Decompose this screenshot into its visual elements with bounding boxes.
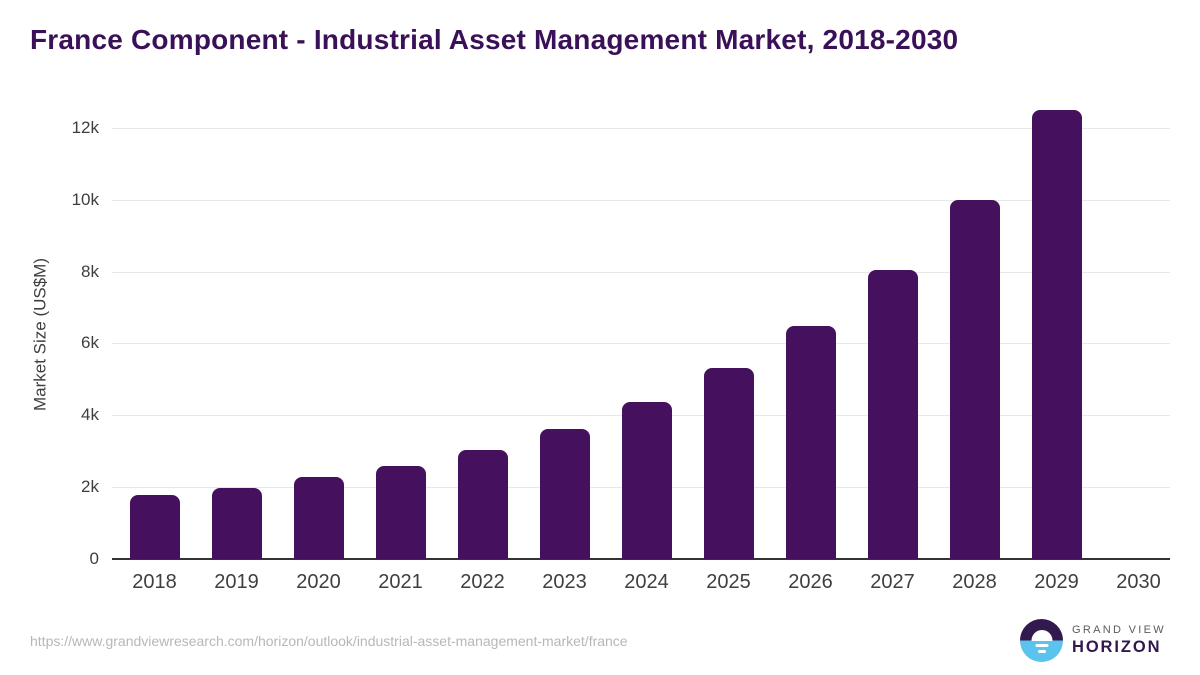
logo-text: GRAND VIEW HORIZON [1072,624,1166,657]
plot-area: 0 2k 4k 6k 8k 10k 12k 2018 2019 2020 2021 2022 2023 2… [72,110,1170,593]
logo-text-horizon: HORIZON [1072,638,1162,656]
x-tick-label: 2023 [542,571,587,593]
horizon-logo-icon [1020,619,1063,662]
bar-2028[interactable] [949,199,1000,559]
x-tick-label: 2028 [952,571,997,593]
x-tick-label: 2025 [706,571,751,593]
bar-2020[interactable] [293,477,344,559]
x-tick-label: 2029 [1034,571,1079,593]
x-tick-label: 2024 [624,571,669,593]
y-tick-label: 8k [81,261,99,281]
grandview-horizon-logo: GRAND VIEW HORIZON [1020,619,1166,662]
x-tick-label: 2020 [296,571,341,593]
gridline [112,127,1170,129]
bar-2019[interactable] [211,488,262,559]
logo-wave-line [1037,649,1046,653]
x-tick-label: 2018 [132,571,177,593]
bar-2027[interactable] [867,269,918,559]
bar-2024[interactable] [621,402,672,559]
logo-text-grand-view: GRAND VIEW [1072,624,1166,636]
bar-2025[interactable] [703,368,754,559]
bar-2018[interactable] [129,495,180,559]
source-url: https://www.grandviewresearch.com/horizo… [30,633,628,649]
chart-title: France Component - Industrial Asset Mana… [30,24,959,55]
bar-2026[interactable] [785,325,836,559]
x-tick-label: 2022 [460,571,505,593]
logo-wave-line [1035,644,1048,647]
y-tick-label: 2k [81,477,99,497]
y-tick-label: 10k [71,189,99,209]
x-axis-line [112,558,1170,560]
x-tick-label: 2026 [788,571,833,593]
logo-sun-shape [1031,630,1052,641]
x-tick-label: 2021 [378,571,423,593]
bar-2023[interactable] [539,428,590,559]
bar-2022[interactable] [457,449,508,559]
y-tick-label: 4k [81,405,99,425]
x-tick-label: 2019 [214,571,259,593]
x-tick-label: 2030 [1116,571,1161,593]
gridline [112,199,1170,201]
bar-2029[interactable] [1031,110,1082,559]
gridline [112,271,1170,273]
y-tick-label: 0 [89,549,99,568]
gridline [112,343,1170,345]
bar-2021[interactable] [375,465,426,559]
y-axis-title: Market Size (US$M) [30,257,50,412]
x-tick-label: 2027 [870,571,915,593]
y-tick-label: 12k [71,117,99,137]
y-tick-label: 6k [81,333,99,353]
